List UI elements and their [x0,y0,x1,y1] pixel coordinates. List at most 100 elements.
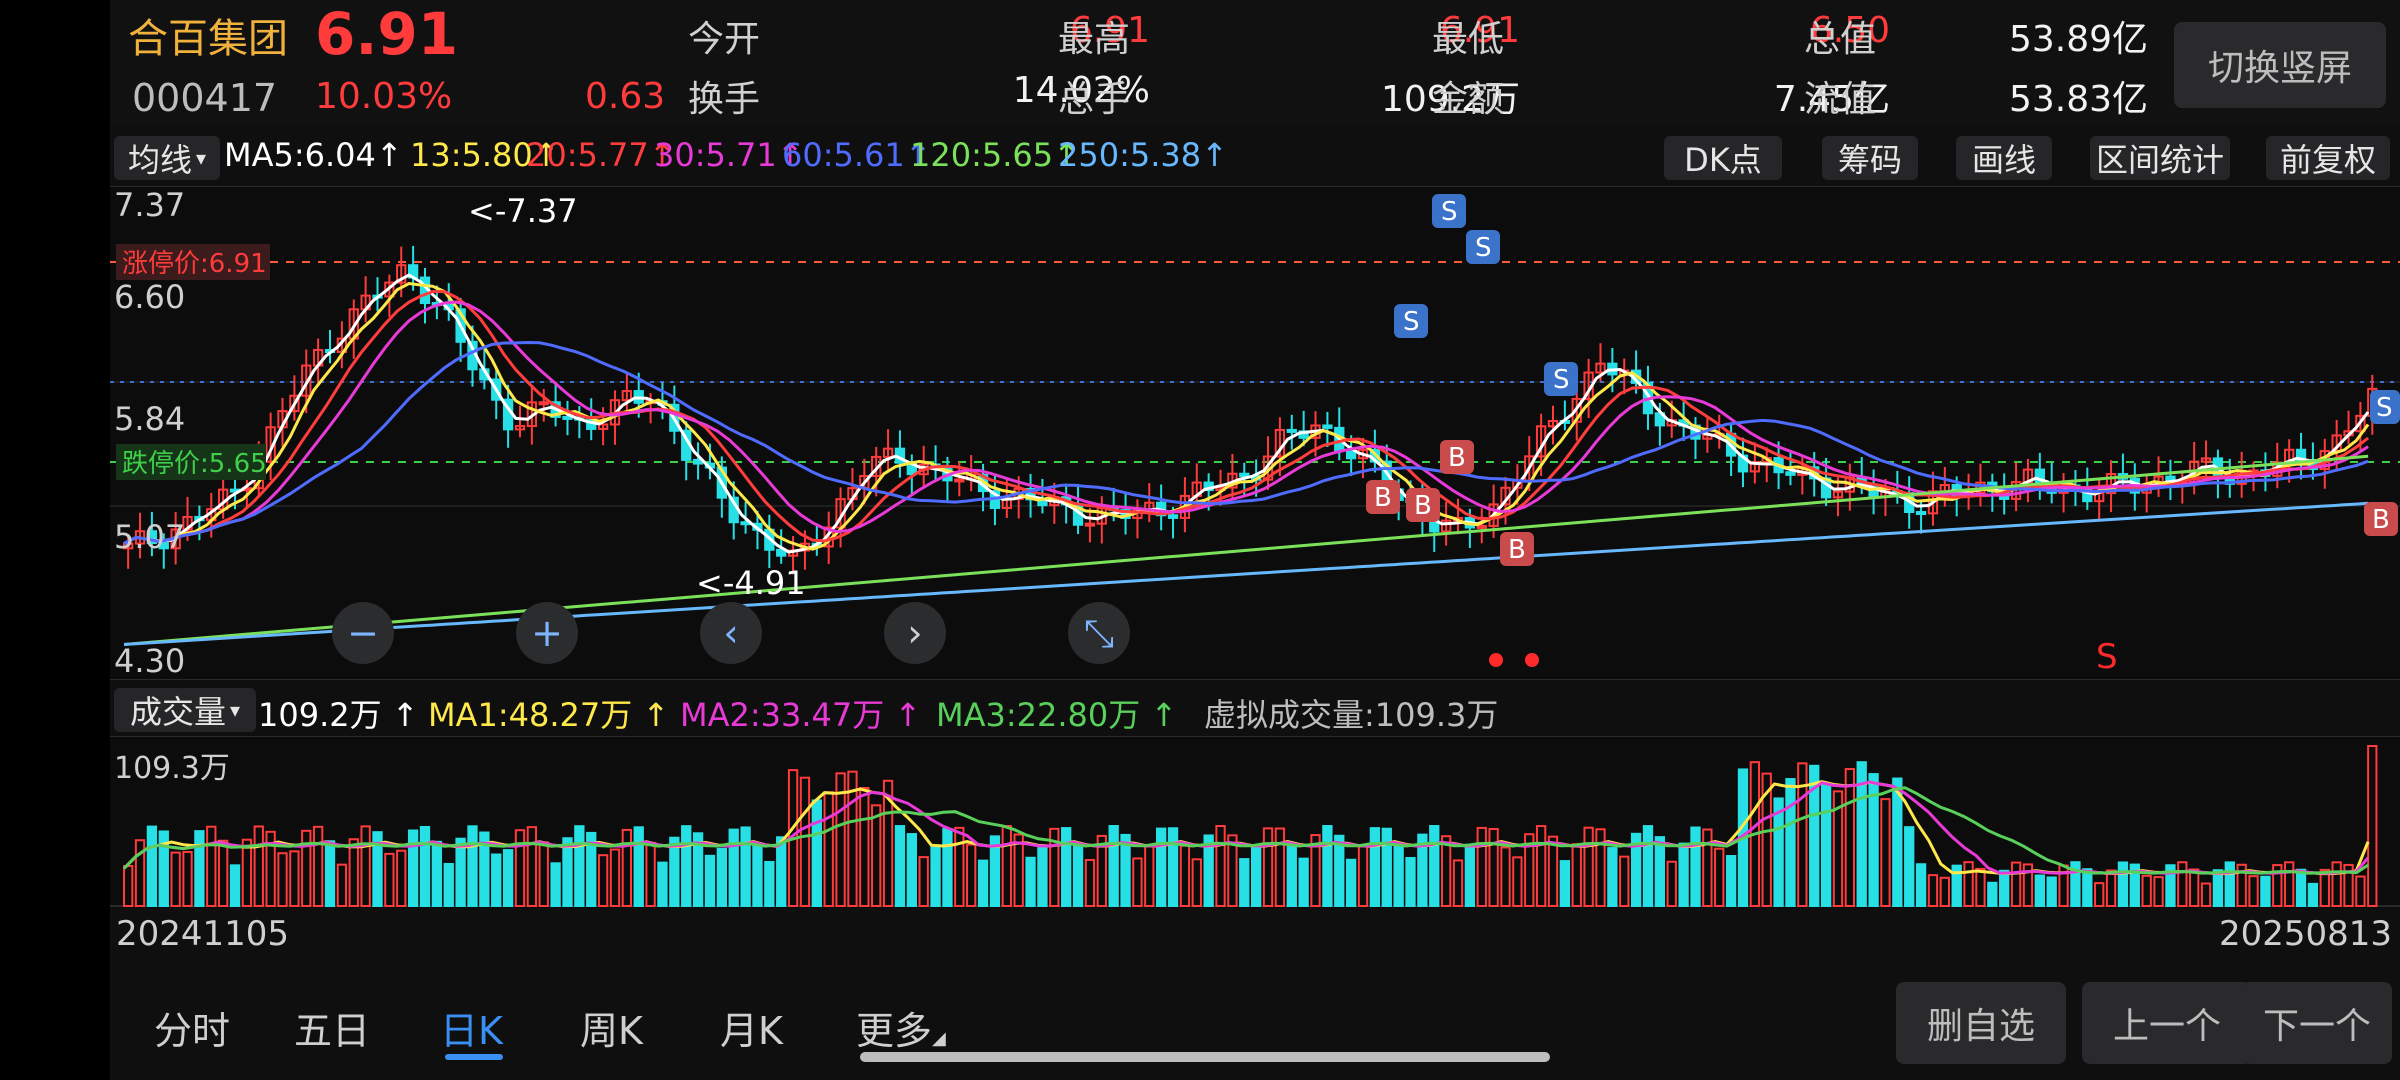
ma-value-3: 30:5.71↑ [654,136,804,174]
volume-bars [123,745,2378,908]
volume-bar [2094,882,2105,908]
tab-daily-k[interactable]: 日K [440,1009,503,1053]
volume-bar [146,825,158,907]
stat-label-high: 最高 [1058,19,1131,60]
ma-selector[interactable]: 均线 ▾ [114,136,220,180]
stock-code: 000417 [132,76,278,120]
volume-bar [1191,858,1202,907]
volume-bar [1500,846,1511,907]
volume-bar [597,854,609,907]
tab-intraday[interactable]: 分时 [154,1009,231,1053]
y-tick-label: 7.37 [114,186,185,224]
candle [597,423,609,430]
volume-bar [1369,827,1381,907]
previous-button[interactable]: 上一个 [2082,982,2252,1064]
sell-signal: S [2370,390,2400,424]
range-stats-button[interactable]: 区间统计 [2090,136,2230,180]
signal-dot [1489,653,1503,667]
tab-five-day[interactable]: 五日 [294,1009,371,1053]
volume-bar [1583,826,1594,907]
chip-button[interactable]: 筹码 [1822,136,1918,180]
volume-bar [716,847,727,908]
volume-bar [906,833,917,907]
candle [1832,490,1844,499]
candle [1084,522,1096,527]
candle [621,390,633,402]
volume-selector[interactable]: 成交量 ▾ [114,688,256,732]
volume-ma-line [122,786,2369,875]
stat-value-turnover: 14.02% [1012,70,1150,111]
candle [1785,471,1796,476]
horizontal-scrollbar[interactable] [860,1052,1550,1062]
adjust-button[interactable]: 前复权 [2266,136,2390,180]
y-tick-label: 6.60 [114,278,185,316]
volume-bar [1797,762,1808,908]
volume-bar [1773,797,1784,908]
candle [123,542,134,550]
volume-bar [1904,826,1915,907]
volume-bar [1251,844,1262,907]
scroll-right-button[interactable]: › [884,602,946,664]
volume-bar [1037,846,1048,907]
tab-monthly-k[interactable]: 月K [720,1009,783,1053]
stat-label-amount: 金额 [1432,79,1505,120]
zoom-out-button[interactable]: − [332,602,394,664]
candle [882,447,894,458]
dk-point-button[interactable]: DK点 [1664,136,1782,180]
volume-bar [396,849,407,907]
svg-text:B: B [1374,483,1392,513]
volume-bar [2212,869,2224,908]
ma-selector-label: 均线 [127,141,192,179]
volume-bar [1286,845,1297,907]
draw-line-button[interactable]: 画线 [1956,136,2052,180]
volume-chart[interactable]: 109.3万 [110,735,2400,908]
volume-bar [1951,864,1962,907]
volume-bar [930,846,941,908]
volume-bar [692,832,704,907]
kline-chart[interactable]: 7.37 涨停价:6.91 6.60 5.84 跌停价:5.65 5.07 4.… [110,185,2400,681]
volume-bar [2343,863,2354,907]
volume-bar [633,826,644,907]
chart-bg [110,186,2400,680]
volume-bar [977,859,989,908]
volume-bar [2034,874,2045,907]
next-button[interactable]: 下一个 [2242,982,2392,1064]
kline-svg: 7.37 涨停价:6.91 6.60 5.84 跌停价:5.65 5.07 4.… [110,185,2400,681]
volume-bar [2117,861,2129,907]
volume-bar [2236,863,2247,907]
change-percent: 10.03% [315,76,453,117]
volume-bar [1939,876,1950,908]
ma-value-0: MA5:6.04↑ [224,136,403,174]
volume-bar [728,828,739,907]
fit-screen-button[interactable]: ⤡ [1068,602,1130,664]
volume-bar [918,856,929,907]
tab-more[interactable]: 更多◢ [856,1009,946,1053]
candle [1286,428,1297,433]
volume-bar [1678,842,1689,908]
volume-bar [989,835,1001,907]
quote-header: 合百集团 6.91 000417 10.03% 0.63 今开 6.91 最高 … [110,0,2400,126]
low-marker: <-4.91 [696,564,806,602]
volume-ma2: MA2:33.47万 ↑ [680,696,922,734]
volume-bar [894,825,906,907]
remove-watchlist-button[interactable]: 删自选 [1896,982,2066,1064]
candle [1476,524,1487,529]
volume-svg: 109.3万 [110,735,2400,908]
volume-bar [882,779,894,907]
volume-bar [1096,834,1107,907]
volume-bar [277,852,288,908]
candle [538,401,549,406]
zoom-in-button[interactable]: + [516,602,578,664]
signal-dot [1525,653,1539,667]
stat-label-turnover: 换手 [688,79,761,120]
stat-label-total-value: 总值 [1804,19,1877,60]
switch-portrait-button[interactable]: 切换竖屏 [2174,22,2386,108]
candle [289,394,300,413]
volume-ma3: MA3:22.80万 ↑ [936,696,1178,734]
scroll-left-button[interactable]: ‹ [700,602,762,664]
volume-bar [2177,861,2188,907]
volume-bar [1820,784,1832,907]
volume-bar [526,826,538,907]
tab-weekly-k[interactable]: 周K [580,1009,643,1053]
volume-bar [2129,863,2140,908]
